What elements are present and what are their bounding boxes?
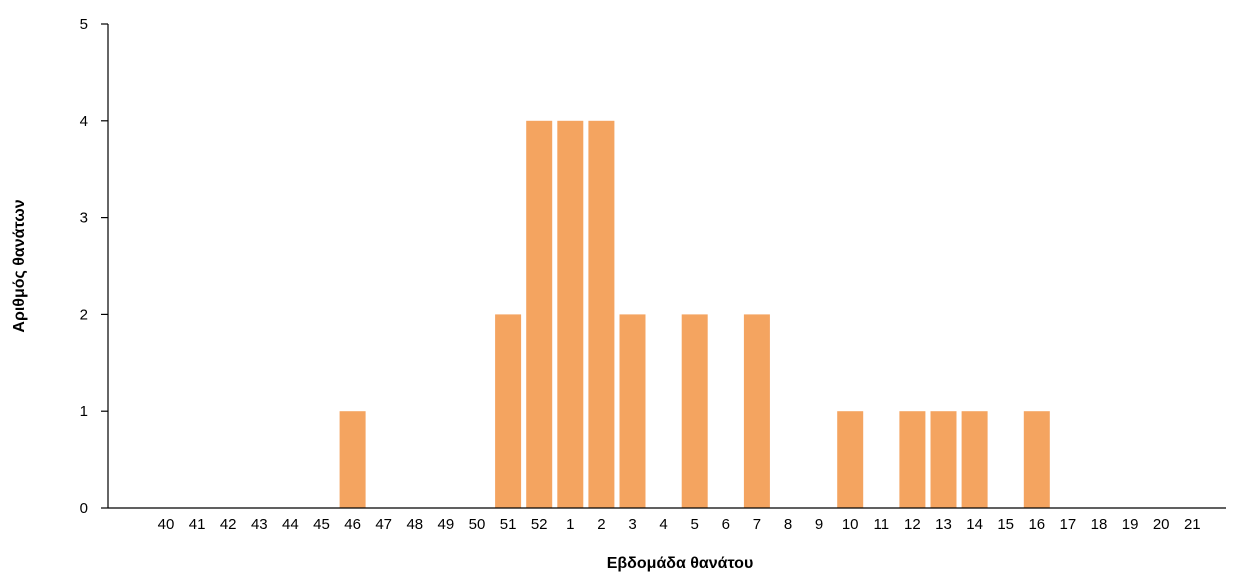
x-tick-label: 1 [566,516,574,533]
x-tick-label: 18 [1091,516,1108,533]
x-tick-label: 41 [189,516,206,533]
x-tick-label: 44 [282,516,299,533]
x-ticks-group: 40 41 42 43 44 45 46 47 48 49 50 51 52 1 2 3 4 5 6 7 8 9 10 11 1… [158,516,1201,533]
x-tick-label: 10 [842,516,859,533]
x-tick-label: 3 [628,516,636,533]
x-tick-label: 20 [1153,516,1170,533]
bar-week-1 [557,120,584,509]
x-tick-label: 51 [500,516,517,533]
x-tick-label: 47 [375,516,392,533]
bar-week-5 [681,314,708,508]
x-tick-label: 13 [935,516,952,533]
x-tick-label: 7 [753,516,761,533]
y-tick-label: 4 [80,113,88,130]
x-tick-label: 19 [1122,516,1139,533]
bar-week-14 [961,411,988,508]
bar-week-46 [339,411,366,508]
x-tick-label: 11 [874,516,890,533]
x-tick-label: 16 [1028,516,1045,533]
bar-week-12 [899,411,926,508]
bar-week-52 [526,120,553,509]
x-tick-label: 8 [784,516,792,533]
x-tick-label: 2 [597,516,605,533]
x-tick-label: 45 [313,516,330,533]
bars-group [339,120,1050,509]
x-tick-label: 21 [1184,516,1201,533]
x-tick-label: 6 [722,516,730,533]
bar-week-3 [619,314,646,508]
x-tick-label: 49 [438,516,455,533]
axes-group [107,24,1226,509]
x-tick-label: 4 [659,516,667,533]
x-tick-label: 5 [691,516,699,533]
x-tick-label: 12 [904,516,921,533]
x-axis-title: Εβδομάδα θανάτου [607,555,754,572]
bar-week-13 [930,411,957,508]
x-tick-label: 46 [344,516,361,533]
x-tick-label: 52 [531,516,548,533]
y-tick-label: 2 [80,306,88,323]
bar-week-16 [1023,411,1050,508]
x-tick-label: 40 [158,516,175,533]
bar-week-7 [743,314,770,508]
y-tick-label: 0 [80,500,88,517]
x-tick-label: 14 [966,516,983,533]
y-ticks-group: 0 1 2 3 4 5 [80,16,108,517]
x-tick-label: 50 [469,516,486,533]
x-tick-label: 42 [220,516,237,533]
y-tick-label: 1 [80,403,88,420]
bar-week-51 [495,314,522,508]
x-tick-label: 9 [815,516,823,533]
bar-week-10 [837,411,864,508]
x-tick-label: 48 [406,516,423,533]
x-tick-label: 43 [251,516,268,533]
y-axis-title: Αριθμός θανάτων [11,199,28,332]
x-tick-label: 15 [997,516,1014,533]
bar-week-2 [588,120,615,509]
x-tick-label: 17 [1060,516,1077,533]
y-tick-label: 3 [80,210,88,227]
y-tick-label: 5 [80,16,88,33]
